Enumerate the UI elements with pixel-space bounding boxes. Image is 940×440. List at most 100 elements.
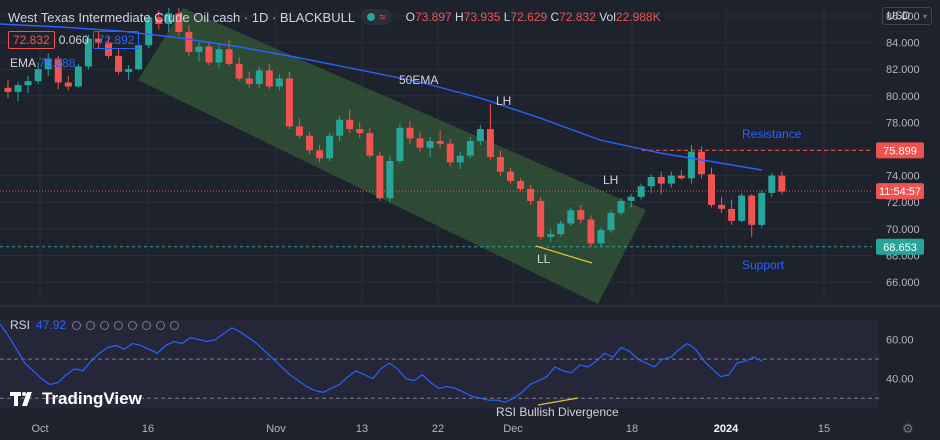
ohlc-c-label: C [550, 10, 560, 24]
rsi-divergence-line [537, 397, 579, 406]
candle [718, 196, 726, 213]
candle-body [547, 234, 555, 237]
candle [517, 178, 525, 192]
candle [496, 150, 504, 176]
tradingview-logo[interactable]: TradingView [10, 389, 142, 409]
candle-body [386, 160, 394, 199]
candle-body [245, 78, 253, 84]
candle [577, 204, 585, 224]
candle [406, 121, 414, 144]
candle [728, 199, 736, 225]
candle [486, 103, 494, 160]
symbol-title[interactable]: West Texas Intermediate Crude Oil cash ·… [8, 9, 356, 25]
candle-body [758, 192, 766, 225]
candle [446, 138, 454, 167]
rsi-label: RSI [10, 318, 31, 332]
price-tick-label: 70.000 [886, 224, 920, 236]
candle-body [436, 141, 444, 144]
time-tick-label: 13 [356, 423, 368, 435]
candle-body [235, 63, 243, 79]
candle [587, 215, 595, 248]
candle [255, 66, 263, 88]
candle [205, 41, 213, 66]
candle-body [295, 126, 303, 136]
candle-body [255, 70, 263, 84]
candle [537, 196, 545, 240]
ohlc-h-value: 73.935 [463, 10, 501, 24]
candle-body [306, 135, 313, 151]
candle [295, 118, 303, 139]
time-axis[interactable]: Oct 16 Nov 13 22 Dec 18 2024 15 [31, 423, 830, 435]
buy-price-button[interactable]: 72.892 [92, 31, 140, 49]
spread-value: 0.060 [58, 33, 89, 47]
candle-body [205, 46, 213, 63]
candle [637, 183, 645, 200]
candle-body [64, 82, 72, 87]
candle-body [627, 196, 635, 201]
candle-body [316, 150, 324, 159]
candle-body [416, 138, 424, 148]
candle [275, 74, 283, 91]
rsi-tick-label: 40.00 [886, 374, 914, 386]
divergence-annotation: RSI Bullish Divergence [496, 405, 619, 419]
circle-icon [114, 320, 124, 330]
candle-body [738, 195, 746, 221]
candle-body [165, 13, 173, 24]
candle [456, 151, 464, 169]
status-pill[interactable]: ≈ [361, 9, 392, 25]
candle [617, 198, 625, 216]
gear-icon[interactable]: ⚙ [902, 421, 914, 436]
candle-body [778, 175, 786, 192]
candle [527, 184, 535, 205]
candle [466, 137, 474, 159]
candle-body [115, 55, 123, 72]
rsi-axis[interactable]: 60.00 40.00 [886, 335, 914, 386]
resistance-annotation: Resistance [742, 127, 802, 141]
candle-body [185, 31, 193, 52]
currency-select[interactable]: USD ▾ [882, 7, 932, 25]
candle-body [476, 129, 484, 142]
candle-body [517, 180, 525, 189]
candle-body [637, 186, 645, 197]
candle [115, 49, 123, 75]
candle-body [466, 141, 474, 156]
candle-body [426, 141, 434, 148]
candle-body [356, 129, 364, 134]
candle-body [34, 69, 42, 82]
candle [145, 14, 153, 48]
support-price-label: 68.653 [883, 242, 917, 254]
candle [436, 130, 444, 148]
time-tick-label: 22 [432, 423, 444, 435]
circle-icon [72, 320, 82, 330]
candle [225, 39, 233, 67]
candle-body [507, 171, 514, 181]
candle-body [396, 127, 404, 161]
candle-body [527, 188, 535, 201]
ohlc-l-value: 72.629 [510, 10, 548, 24]
candle-body [94, 38, 102, 43]
candle [396, 123, 404, 164]
wave-icon: ≈ [379, 10, 386, 24]
candle-body [597, 230, 605, 244]
candle [657, 171, 665, 195]
candle [647, 174, 655, 193]
candle [14, 82, 22, 102]
candle-body [366, 133, 374, 156]
sell-price-button[interactable]: 72.832 [8, 31, 55, 49]
rsi-line [0, 323, 763, 403]
ll-divergence-line [535, 245, 593, 264]
candle [366, 127, 374, 159]
ema-legend[interactable]: EMA 75.288 [10, 56, 75, 70]
downtrend-channel [138, 8, 646, 304]
candle-body [446, 143, 454, 163]
candle-body [4, 87, 12, 92]
candle [376, 151, 384, 201]
candle-body [677, 175, 685, 179]
candle-body [657, 176, 665, 184]
candle [24, 75, 32, 94]
rsi-legend[interactable]: RSI 47.92 [10, 318, 180, 332]
candle [607, 210, 615, 233]
candle [748, 194, 756, 237]
candle [507, 167, 514, 184]
